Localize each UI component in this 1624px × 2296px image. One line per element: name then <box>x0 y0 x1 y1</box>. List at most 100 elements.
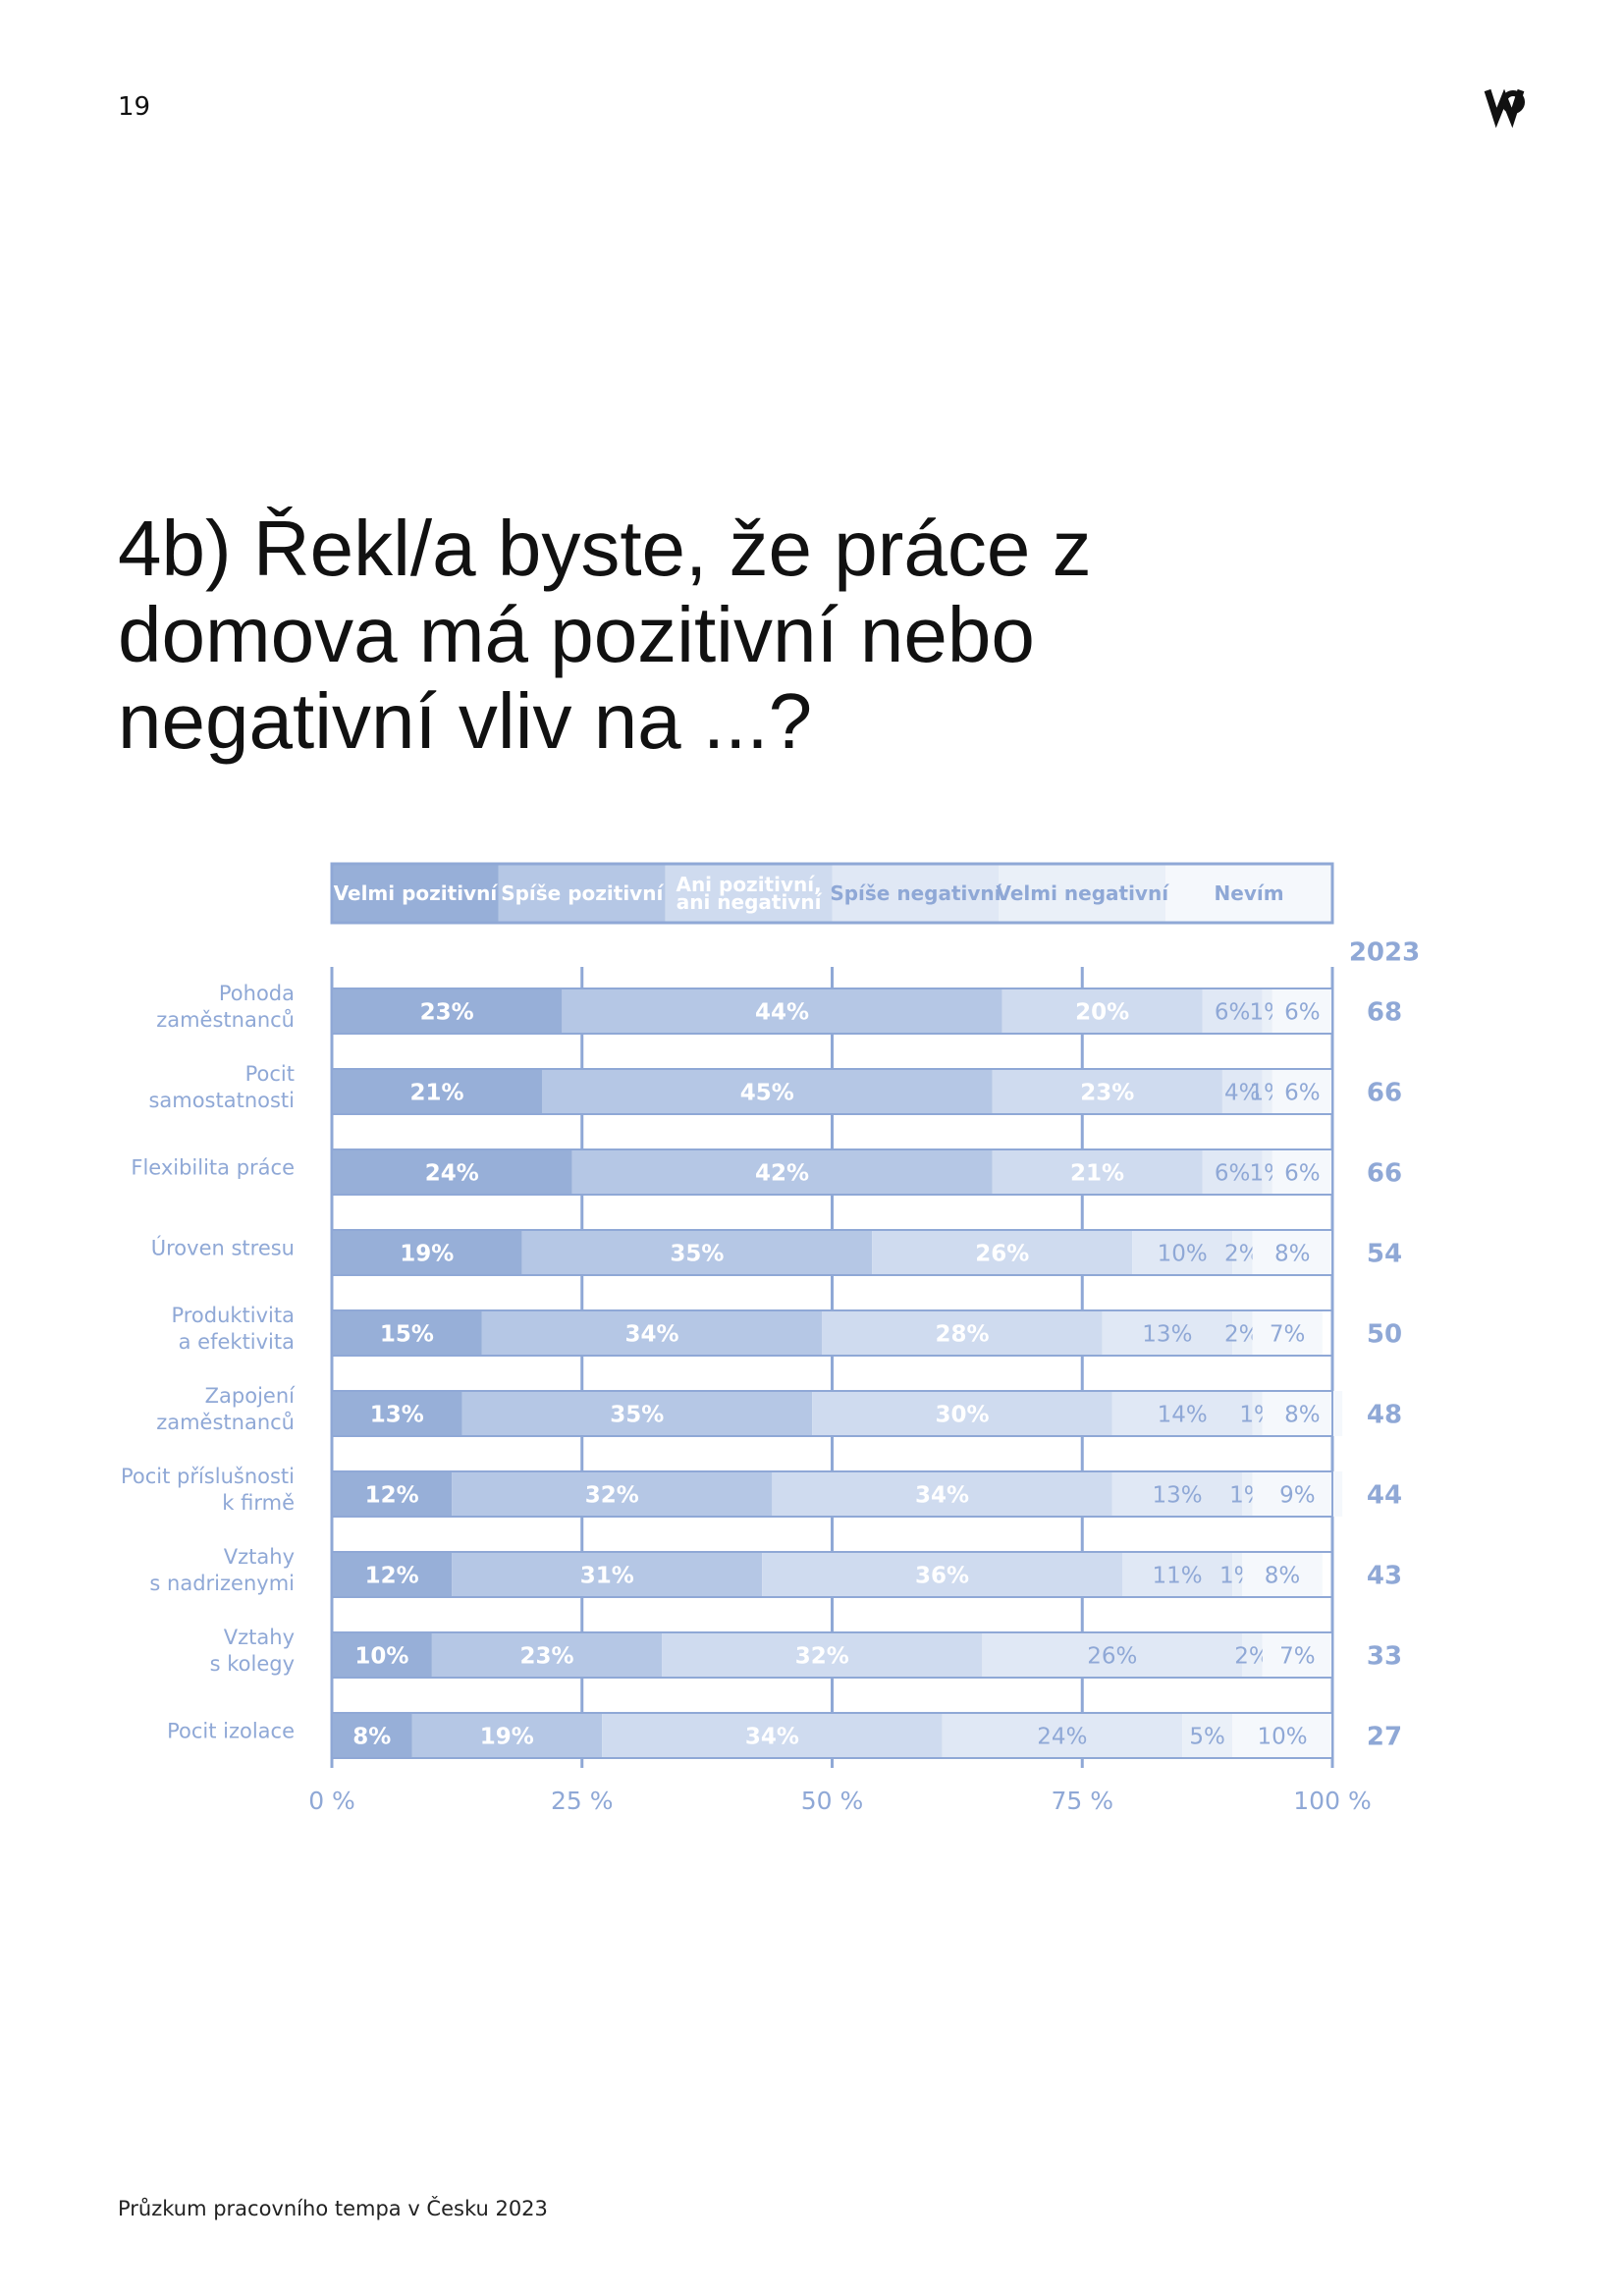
bar-segment <box>1182 1713 1233 1758</box>
bar-segment <box>1252 1230 1332 1275</box>
bar-segment <box>332 1471 453 1517</box>
bar-segment <box>332 1552 453 1597</box>
bar-segment <box>1111 1471 1243 1517</box>
row-frame <box>331 1148 1333 1196</box>
legend-label: Velmi negativní <box>996 881 1169 905</box>
data-label: 10% <box>354 1644 408 1670</box>
net-value: 27 <box>1367 1723 1402 1752</box>
x-tick-label: 100 % <box>1293 1787 1371 1815</box>
bar-segment <box>992 1149 1203 1195</box>
bar-segment <box>1122 1552 1233 1597</box>
bar-segment <box>762 1552 1123 1597</box>
data-label: 35% <box>670 1242 724 1267</box>
bar-segment <box>481 1310 823 1356</box>
category-label: Produktivita a efektivita <box>171 1304 295 1354</box>
category-label: Úroven stresu <box>150 1236 295 1260</box>
category-label: Vztahy s nadrizenymi <box>149 1545 295 1595</box>
legend-swatch <box>498 864 666 923</box>
data-label: 7% <box>1279 1644 1316 1670</box>
row-frame <box>331 1470 1333 1518</box>
data-label: 13% <box>370 1403 424 1428</box>
net-value: 66 <box>1367 1079 1402 1108</box>
bar-segment <box>1232 1310 1253 1356</box>
data-label: 6% <box>1215 1000 1251 1026</box>
data-label: 13% <box>1142 1322 1192 1348</box>
bar-segment <box>1272 1069 1332 1114</box>
logo-ring <box>1501 90 1525 114</box>
bar-segment <box>1262 988 1272 1034</box>
data-label: 42% <box>755 1161 809 1187</box>
category-label: Zapojení zaměstnanců <box>156 1384 295 1434</box>
data-label: 11% <box>1152 1564 1202 1589</box>
data-label: 21% <box>1070 1161 1124 1187</box>
data-label: 34% <box>745 1725 799 1750</box>
legend-swatch <box>832 864 1000 923</box>
bar-segment <box>541 1069 993 1114</box>
bar-segment <box>942 1713 1183 1758</box>
bar-segment <box>1252 1471 1343 1517</box>
legend-label: Ani pozitivní, ani negativní <box>676 873 822 914</box>
bar-segment <box>411 1713 603 1758</box>
category-label: Pocit izolace <box>167 1719 295 1743</box>
data-label: 12% <box>365 1483 419 1509</box>
legend-swatch <box>332 864 499 923</box>
bar-segment <box>1262 1149 1272 1195</box>
data-label: 31% <box>580 1564 634 1589</box>
page-title: 4b) Řekl/a byste, že práce z domova má p… <box>118 505 1092 765</box>
bar-segment <box>982 1632 1243 1678</box>
bar-segment <box>332 1230 522 1275</box>
data-label: 10% <box>1158 1242 1208 1267</box>
x-tick-label: 75 % <box>1051 1787 1113 1815</box>
row-frame <box>331 1390 1333 1437</box>
legend-label: Spíše pozitivní <box>501 881 664 905</box>
data-label: 8% <box>352 1725 391 1750</box>
data-label: 10% <box>1257 1725 1307 1750</box>
data-label: 5% <box>1189 1725 1225 1750</box>
net-value: 33 <box>1367 1642 1402 1672</box>
data-label: 23% <box>420 1000 474 1026</box>
legend-swatch <box>665 864 833 923</box>
net-value: 48 <box>1367 1401 1402 1430</box>
data-label: 8% <box>1265 1564 1301 1589</box>
data-label: 6% <box>1284 1081 1321 1106</box>
bar-segment <box>1202 988 1263 1034</box>
data-label: 14% <box>1158 1403 1208 1428</box>
bar-segment <box>452 1471 773 1517</box>
bar-segment <box>332 988 563 1034</box>
bar-segment <box>332 1310 482 1356</box>
bar-segment <box>1272 1149 1332 1195</box>
bar-segment <box>1232 1713 1332 1758</box>
net-value: 43 <box>1367 1562 1402 1591</box>
footer: Průzkum pracovního tempa v Česku 2023 <box>118 2197 548 2220</box>
bar-segment <box>1242 1552 1323 1597</box>
x-tick-label: 25 % <box>551 1787 614 1815</box>
row-frame <box>331 1309 1333 1357</box>
data-label: 44% <box>755 1000 809 1026</box>
bar-segment <box>1111 1391 1253 1436</box>
data-label: 45% <box>740 1081 794 1106</box>
bar-segment <box>562 988 1002 1034</box>
x-tick-label: 50 % <box>801 1787 864 1815</box>
bar-segment <box>1242 1471 1253 1517</box>
legend-swatch <box>999 864 1166 923</box>
row-frame <box>331 1551 1333 1598</box>
page-number: 19 <box>118 92 151 122</box>
data-label: 7% <box>1270 1322 1306 1348</box>
bar-segment <box>1262 1069 1272 1114</box>
bar-segment <box>772 1471 1112 1517</box>
bar-segment <box>1102 1310 1233 1356</box>
data-label: 4% <box>1224 1081 1261 1106</box>
data-label: 21% <box>409 1081 463 1106</box>
data-label: 36% <box>915 1564 969 1589</box>
row-frame <box>331 1229 1333 1276</box>
data-label: 6% <box>1215 1161 1251 1187</box>
bar-segment <box>332 1632 432 1678</box>
bar-segment <box>1221 1069 1263 1114</box>
bar-segment <box>332 1713 412 1758</box>
data-label: 19% <box>480 1725 534 1750</box>
bar-segment <box>872 1230 1133 1275</box>
bar-segment <box>812 1391 1112 1436</box>
net-header: 2023 <box>1349 938 1420 968</box>
